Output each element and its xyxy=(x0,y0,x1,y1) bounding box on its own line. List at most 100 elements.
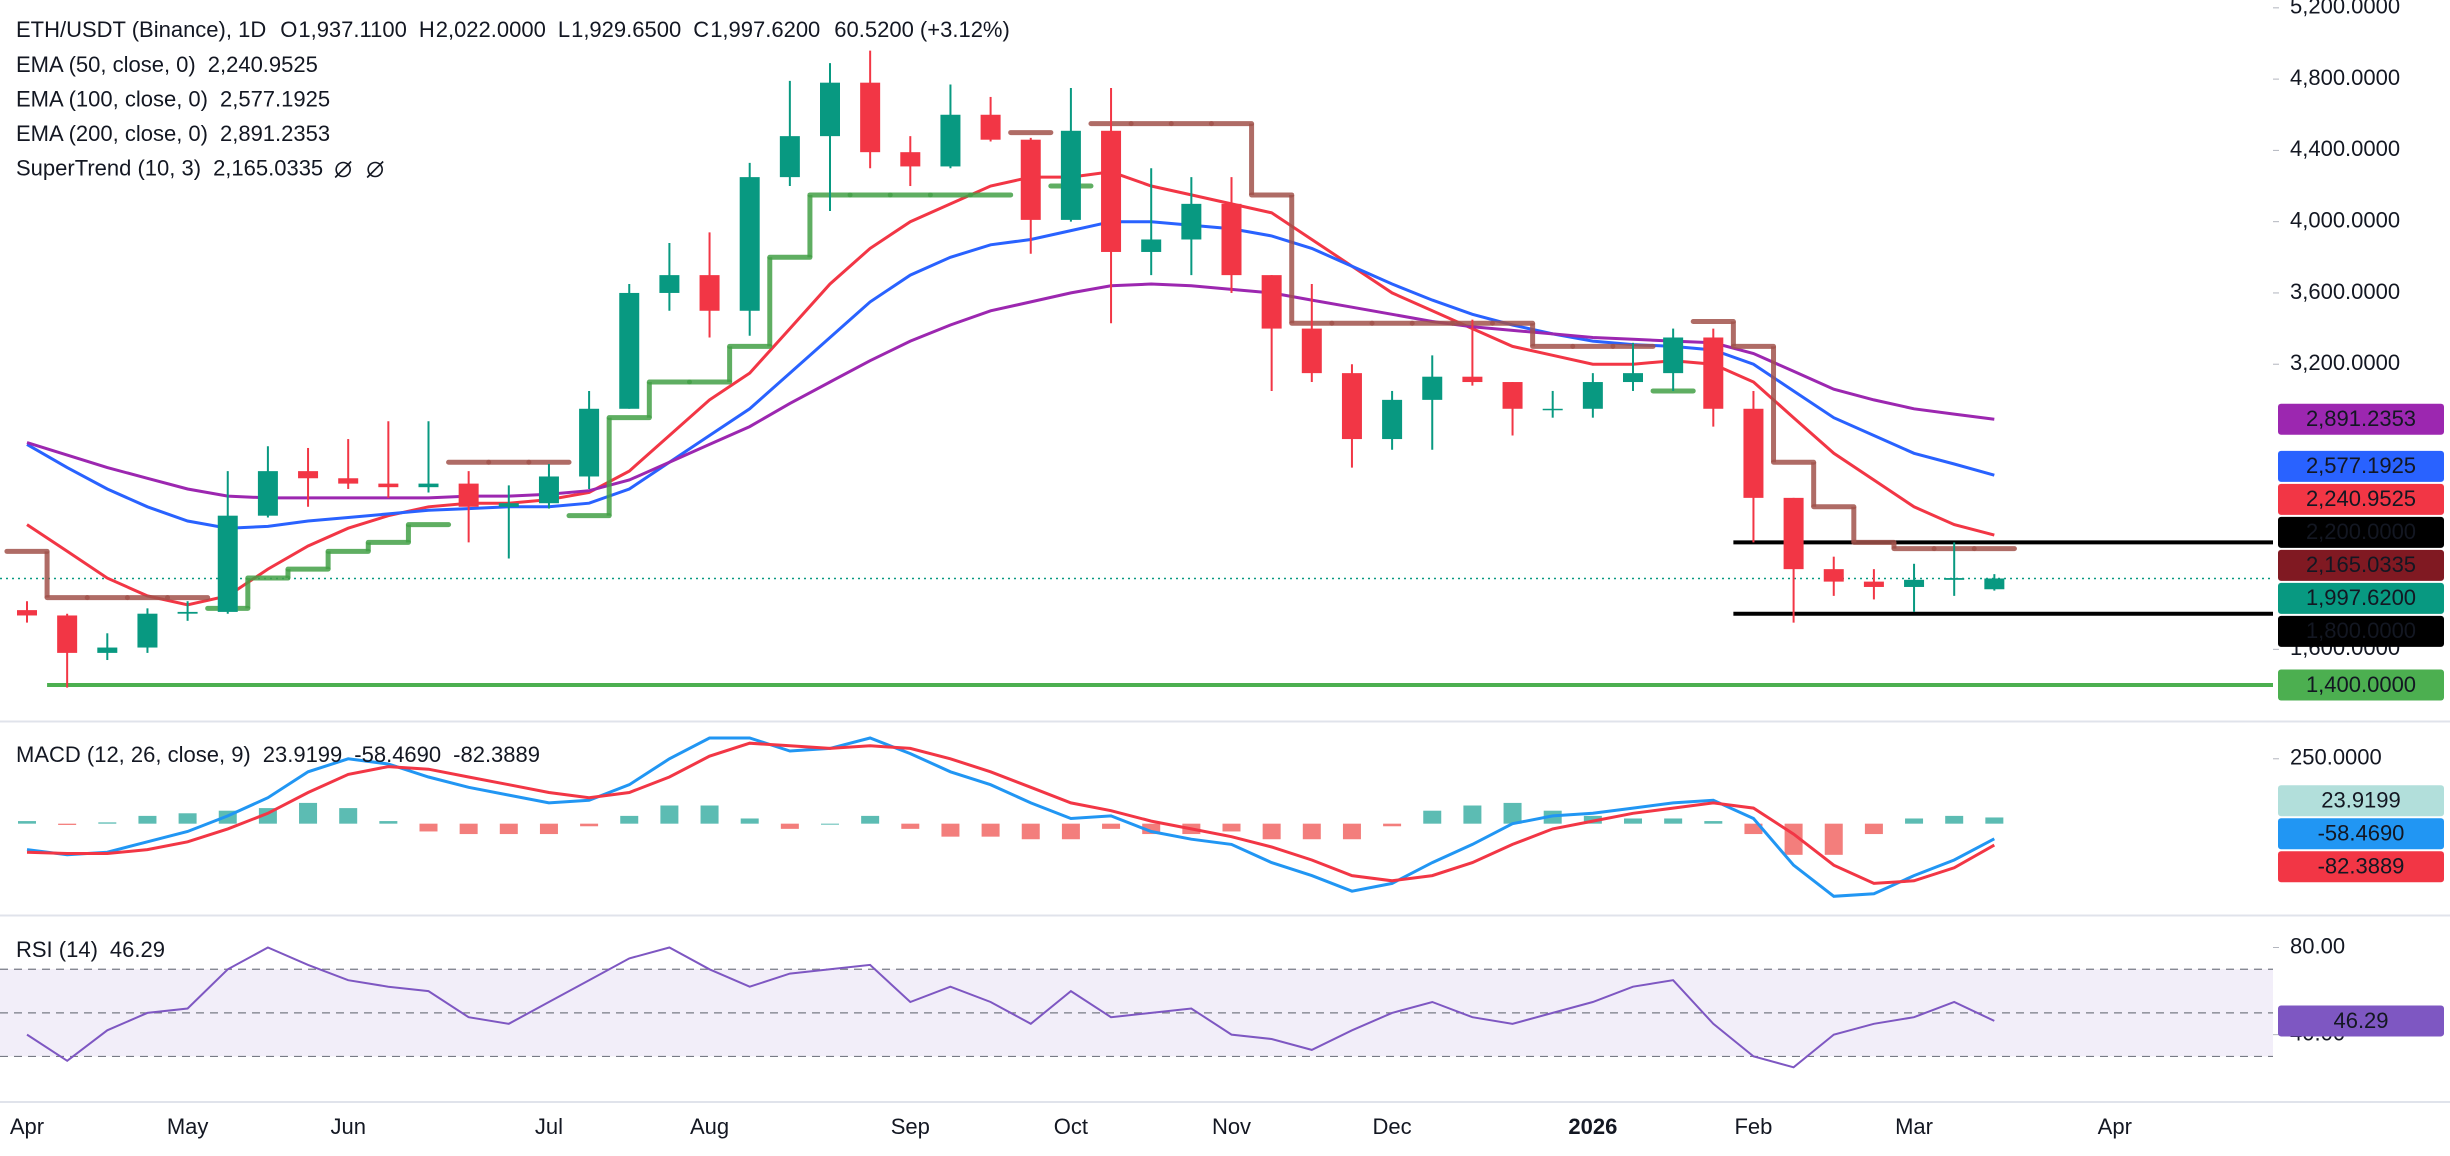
histogram-bar xyxy=(98,822,117,824)
candle-body xyxy=(1582,382,1603,409)
x-tick-label: May xyxy=(167,1114,209,1139)
histogram-bar xyxy=(901,823,920,829)
x-tick-label: Aug xyxy=(690,1114,729,1139)
histogram-bar xyxy=(339,808,358,824)
price-tag xyxy=(2278,516,2444,548)
candle-body xyxy=(619,292,640,409)
candle-body xyxy=(579,408,600,477)
candle-body xyxy=(900,152,921,167)
price-tag xyxy=(2278,483,2444,515)
price-tag-label: 46.29 xyxy=(2333,1008,2388,1033)
histogram-bar xyxy=(58,823,77,825)
legend-name: EMA (50, close, 0) xyxy=(16,52,196,77)
histogram-bar xyxy=(1744,823,1763,835)
x-tick-label: Nov xyxy=(1212,1114,1251,1139)
candle-body xyxy=(1823,569,1844,582)
candle-body xyxy=(1984,578,2005,590)
candle-body xyxy=(458,483,479,507)
price-tag-label: 1,997.6200 xyxy=(2306,585,2416,610)
candle-body xyxy=(1623,373,1643,383)
ohlc-name: O xyxy=(280,17,297,42)
price-tag xyxy=(2278,549,2444,581)
price-tag xyxy=(2278,818,2444,850)
histogram-bar xyxy=(1905,818,1924,824)
histogram-bar xyxy=(1061,823,1080,840)
price-tag xyxy=(2278,851,2444,883)
histogram-bar xyxy=(1142,823,1161,835)
candle-body xyxy=(1944,578,1965,580)
legend-value: 2,577.1925 xyxy=(220,86,330,111)
candle-body xyxy=(699,275,720,311)
candle-body xyxy=(1141,239,1162,252)
candle-body xyxy=(418,483,439,488)
histogram-bar xyxy=(1222,823,1241,832)
candle-body xyxy=(1341,373,1362,440)
candle-body xyxy=(217,515,238,612)
candle-body xyxy=(1703,337,1724,409)
y-tick-label: 250.0000 xyxy=(2290,745,2382,770)
candle-body xyxy=(1502,382,1523,409)
legend-name: EMA (100, close, 0) xyxy=(16,86,208,111)
x-tick-label: Apr xyxy=(2098,1114,2132,1139)
price-tag-label: 2,200.0000 xyxy=(2306,519,2416,544)
price-tag xyxy=(2278,1005,2444,1037)
change-value: 60.5200 (+3.12%) xyxy=(834,17,1010,42)
y-tick-label: 4,800.0000 xyxy=(2290,65,2400,90)
price-tag xyxy=(2278,403,2444,435)
candle-body xyxy=(1863,581,1884,587)
ohlc-value: 1,929.6500 xyxy=(571,17,681,42)
x-tick-label: Jul xyxy=(535,1114,563,1139)
candle-body xyxy=(17,610,37,616)
indicator-title: RSI (14) xyxy=(16,937,98,962)
histogram-bar xyxy=(459,823,478,835)
ohlc-name: L xyxy=(558,17,570,42)
y-tick-label: 4,000.0000 xyxy=(2290,207,2400,232)
histogram-bar xyxy=(1664,818,1683,824)
candle-body xyxy=(739,177,760,311)
price-tag-label: 23.9199 xyxy=(2321,788,2401,813)
price-tag-label: -82.3889 xyxy=(2318,854,2405,879)
histogram-bar xyxy=(861,815,880,824)
candle-body xyxy=(378,483,399,488)
price-tag xyxy=(2278,615,2444,647)
x-tick-label: Apr xyxy=(10,1114,44,1139)
histogram-bar xyxy=(1985,817,2004,824)
candle-body xyxy=(137,613,158,648)
indicator-title: MACD (12, 26, close, 9) xyxy=(16,742,251,767)
histogram-bar xyxy=(539,823,558,835)
price-tag-label: 2,891.2353 xyxy=(2306,406,2416,431)
candle-body xyxy=(1904,579,1925,587)
histogram-bar xyxy=(1423,810,1442,824)
x-tick-label: Jun xyxy=(330,1114,365,1139)
candle-body xyxy=(1462,376,1483,383)
histogram-bar xyxy=(740,818,759,824)
price-tag-label: 2,165.0335 xyxy=(2306,552,2416,577)
y-tick-label: 80.00 xyxy=(2290,933,2345,958)
histogram-bar xyxy=(138,815,157,824)
price-tag xyxy=(2278,785,2444,817)
candle-body xyxy=(1101,130,1122,252)
candle-body xyxy=(298,471,319,479)
price-tag-label: 2,577.1925 xyxy=(2306,453,2416,478)
candle-body xyxy=(1422,376,1443,400)
x-tick-label: Mar xyxy=(1895,1114,1933,1139)
candle-body xyxy=(1783,497,1804,570)
histogram-bar xyxy=(700,805,719,824)
x-tick-label: Oct xyxy=(1054,1114,1088,1139)
candle-body xyxy=(779,136,800,178)
candle-body xyxy=(940,114,961,167)
histogram-bar xyxy=(299,802,318,824)
visibility-icon xyxy=(366,160,384,179)
histogram-bar xyxy=(1864,823,1883,835)
legend-value: -82.3889 xyxy=(453,742,540,767)
histogram-bar xyxy=(620,815,639,824)
histogram-bar xyxy=(941,823,960,837)
price-tag xyxy=(2278,669,2444,701)
visibility-icon xyxy=(334,160,352,179)
ohlc-name: H xyxy=(419,17,435,42)
x-tick-label: 2026 xyxy=(1568,1114,1617,1139)
histogram-bar xyxy=(1624,818,1642,824)
candle-body xyxy=(659,275,680,293)
price-tag-label: -58.4690 xyxy=(2318,821,2405,846)
